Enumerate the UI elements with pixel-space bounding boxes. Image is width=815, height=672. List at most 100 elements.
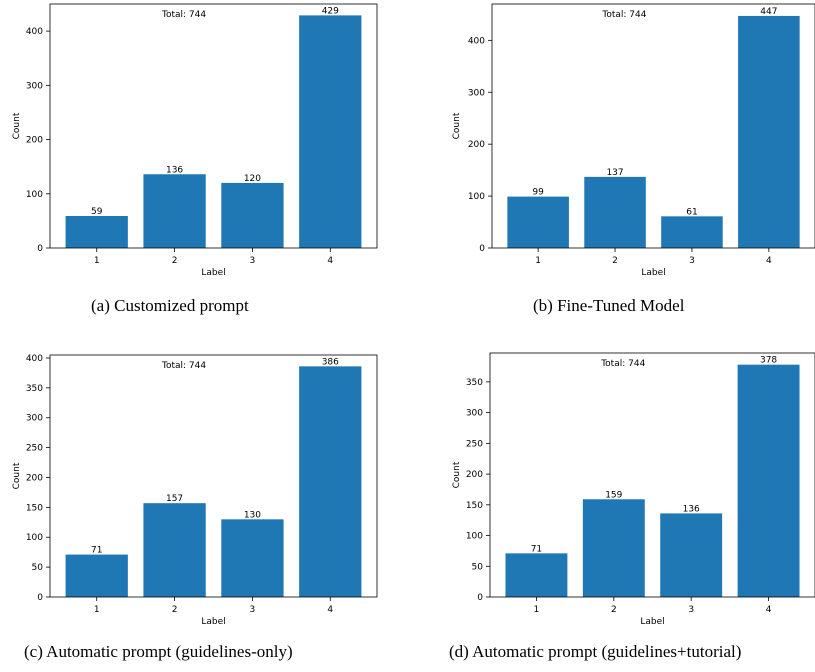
x-tick-label: 2 bbox=[611, 605, 617, 615]
bar-value-label: 447 bbox=[760, 7, 777, 17]
bar-value-label: 157 bbox=[166, 494, 183, 504]
y-tick-label: 250 bbox=[466, 439, 483, 449]
y-axis-label: Count bbox=[452, 461, 462, 488]
bar-chart-c: 71 157 130 386 0 50 100 150 200 250 300 350 400 1 2 3 4 L… bbox=[12, 354, 378, 627]
plot-frame bbox=[491, 3, 815, 249]
x-tick-label: 1 bbox=[94, 605, 100, 615]
y-tick-label: 0 bbox=[477, 593, 483, 603]
y-tick-label: 300 bbox=[468, 88, 485, 98]
y-tick-label: 50 bbox=[32, 563, 44, 573]
bar-c-3 bbox=[221, 519, 284, 597]
bar-b-1 bbox=[507, 196, 569, 248]
x-tick-label: 2 bbox=[612, 256, 618, 266]
bar-d-3 bbox=[660, 513, 723, 597]
y-tick-label: 400 bbox=[26, 354, 43, 364]
bar-a-4 bbox=[299, 15, 362, 248]
bar-a-1 bbox=[65, 216, 128, 248]
y-tick-label: 200 bbox=[26, 136, 43, 146]
y-tick-label: 150 bbox=[466, 501, 483, 511]
y-tick-label: 200 bbox=[466, 470, 483, 480]
bar-chart-b: 99 137 61 447 0 100 200 300 400 1 2 3 4 Label Count Tot… bbox=[452, 3, 815, 278]
bar-a-2 bbox=[143, 174, 206, 248]
bar-value-label: 429 bbox=[322, 6, 339, 16]
bar-b-3 bbox=[661, 216, 723, 248]
bar-value-label: 99 bbox=[532, 188, 544, 198]
bar-value-label: 71 bbox=[91, 546, 102, 556]
x-tick-label: 3 bbox=[250, 256, 256, 266]
caption-c: (c) Automatic prompt (guidelines-only) bbox=[24, 642, 293, 661]
y-tick-label: 0 bbox=[479, 244, 485, 254]
x-tick-label: 3 bbox=[688, 605, 694, 615]
bar-value-label: 159 bbox=[605, 490, 622, 500]
x-tick-label: 2 bbox=[172, 605, 178, 615]
y-tick-label: 100 bbox=[26, 190, 43, 200]
y-axis-label: Count bbox=[12, 462, 22, 489]
total-annotation: Total: 744 bbox=[601, 10, 646, 20]
bar-value-label: 71 bbox=[531, 544, 542, 554]
bar-d-4 bbox=[737, 364, 800, 597]
bar-d-2 bbox=[582, 499, 645, 597]
x-axis-label: Label bbox=[201, 268, 225, 278]
caption-d: (d) Automatic prompt (guidelines+tutoria… bbox=[449, 642, 742, 661]
bar-value-label: 136 bbox=[166, 165, 183, 175]
bar-a-3 bbox=[221, 182, 284, 248]
y-tick-label: 400 bbox=[468, 36, 485, 46]
y-tick-label: 150 bbox=[26, 503, 43, 513]
bar-c-1 bbox=[65, 554, 128, 597]
bar-chart-a: 59 136 120 429 0 100 200 300 400 1 2 3 4 Label Count To… bbox=[12, 3, 378, 278]
bar-c-4 bbox=[299, 366, 362, 597]
y-tick-label: 300 bbox=[26, 414, 43, 424]
bar-b-4 bbox=[738, 15, 800, 248]
bar-chart-d: 71 159 136 378 0 50 100 150 200 250 300 350 1 2 3 4 Labe… bbox=[452, 352, 815, 627]
y-tick-label: 300 bbox=[466, 409, 483, 419]
x-tick-label: 3 bbox=[250, 605, 256, 615]
y-tick-label: 350 bbox=[26, 384, 43, 394]
x-axis-label: Label bbox=[640, 617, 664, 627]
total-annotation: Total: 744 bbox=[600, 359, 645, 369]
x-tick-label: 2 bbox=[172, 256, 178, 266]
y-tick-label: 100 bbox=[26, 533, 43, 543]
chart-panel-b: 99 137 61 447 0 100 200 300 400 1 2 3 4 Label Count Tot… bbox=[440, 0, 815, 330]
x-tick-label: 4 bbox=[327, 605, 333, 615]
y-tick-label: 250 bbox=[26, 444, 43, 454]
y-axis-label: Count bbox=[452, 112, 462, 139]
y-tick-label: 50 bbox=[472, 562, 484, 572]
x-tick-label: 3 bbox=[689, 256, 695, 266]
total-annotation: Total: 744 bbox=[161, 10, 206, 20]
bar-value-label: 386 bbox=[322, 357, 339, 367]
x-axis-label: Label bbox=[201, 617, 225, 627]
bar-value-label: 378 bbox=[760, 356, 777, 366]
chart-panel-c: 71 157 130 386 0 50 100 150 200 250 300 350 400 1 2 3 4 L… bbox=[0, 345, 400, 672]
chart-panel-a: 59 136 120 429 0 100 200 300 400 1 2 3 4 Label Count To… bbox=[0, 0, 400, 330]
x-tick-label: 4 bbox=[327, 256, 333, 266]
total-annotation: Total: 744 bbox=[161, 361, 206, 371]
y-tick-label: 350 bbox=[466, 378, 483, 388]
plot-frame bbox=[489, 352, 815, 598]
x-tick-label: 4 bbox=[766, 605, 772, 615]
plot-frame bbox=[49, 3, 378, 249]
chart-panel-d: 71 159 136 378 0 50 100 150 200 250 300 350 1 2 3 4 Labe… bbox=[440, 345, 815, 672]
caption-b: (b) Fine-Tuned Model bbox=[533, 296, 685, 315]
y-tick-label: 0 bbox=[37, 593, 43, 603]
x-tick-label: 1 bbox=[534, 605, 540, 615]
x-tick-label: 4 bbox=[766, 256, 772, 266]
bar-value-label: 120 bbox=[244, 174, 261, 184]
bar-value-label: 61 bbox=[686, 207, 697, 217]
y-tick-label: 400 bbox=[26, 27, 43, 37]
caption-a: (a) Customized prompt bbox=[91, 296, 249, 315]
bar-value-label: 59 bbox=[91, 207, 103, 217]
plot-frame bbox=[49, 354, 378, 598]
x-tick-label: 1 bbox=[94, 256, 100, 266]
y-tick-label: 0 bbox=[37, 244, 43, 254]
bar-c-2 bbox=[143, 503, 206, 597]
bar-d-1 bbox=[505, 553, 568, 597]
y-tick-label: 300 bbox=[26, 81, 43, 91]
x-axis-label: Label bbox=[641, 268, 665, 278]
y-tick-label: 200 bbox=[26, 473, 43, 483]
bar-b-2 bbox=[584, 176, 646, 248]
y-tick-label: 200 bbox=[468, 140, 485, 150]
bar-value-label: 130 bbox=[244, 510, 261, 520]
y-tick-label: 100 bbox=[466, 532, 483, 542]
y-axis-label: Count bbox=[12, 112, 22, 139]
y-tick-label: 100 bbox=[468, 192, 485, 202]
